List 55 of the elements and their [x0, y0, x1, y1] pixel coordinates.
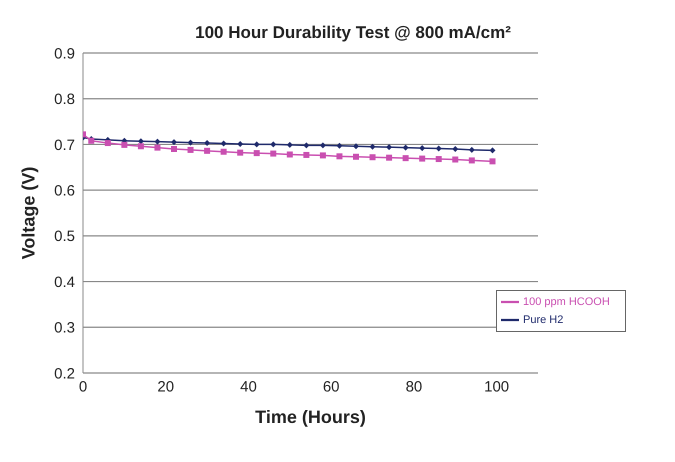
y-tick-label: 0.2 — [54, 365, 75, 382]
point — [386, 154, 392, 161]
point — [452, 146, 458, 152]
point — [490, 158, 496, 164]
point — [353, 154, 359, 160]
point — [254, 141, 260, 148]
legend-label: 100 ppm HCOOH — [523, 296, 610, 308]
point — [402, 155, 409, 162]
point — [370, 144, 376, 150]
point — [468, 157, 475, 164]
y-tick-label: 0.5 — [54, 228, 75, 246]
point — [171, 139, 177, 146]
point — [353, 143, 359, 150]
x-tick-label: 0 — [78, 378, 88, 396]
point — [237, 150, 244, 156]
point — [419, 145, 426, 152]
y-tick-label: 0.6 — [54, 182, 75, 200]
point — [419, 156, 426, 162]
point — [370, 154, 376, 160]
point — [254, 150, 260, 156]
point — [220, 148, 227, 155]
point — [171, 146, 177, 152]
point — [104, 140, 111, 146]
point — [154, 138, 160, 145]
point — [188, 146, 194, 153]
point — [270, 150, 276, 157]
y-axis-title: Voltage (V) — [18, 166, 38, 260]
y-tick-label: 0.8 — [54, 91, 75, 108]
y-tick-label: 0.7 — [54, 136, 75, 154]
x-tick-label: 40 — [240, 378, 257, 396]
point — [490, 147, 496, 154]
point — [237, 140, 244, 147]
point — [436, 156, 442, 162]
x-axis-title: Time (Hours) — [255, 407, 366, 427]
point — [204, 148, 210, 154]
point — [121, 142, 128, 148]
chart-title: 100 Hour Durability Test @ 800 mA/cm² — [195, 23, 512, 42]
point — [336, 142, 342, 149]
point — [436, 146, 442, 152]
point — [154, 144, 160, 151]
point — [286, 151, 293, 158]
y-tick-label: 0.9 — [54, 45, 75, 62]
point — [270, 141, 276, 148]
point — [320, 152, 326, 158]
x-tick-label: 100 — [484, 378, 510, 396]
point — [138, 143, 144, 150]
x-tick-label: 20 — [157, 378, 174, 396]
point — [452, 156, 458, 163]
y-tick-label: 0.3 — [54, 320, 75, 337]
x-tick-label: 60 — [322, 378, 340, 396]
x-tick-label: 80 — [406, 378, 422, 396]
point — [303, 152, 310, 158]
legend-label: Pure H2 — [523, 314, 564, 326]
point — [336, 153, 342, 160]
y-tick-label: 0.4 — [54, 274, 75, 291]
